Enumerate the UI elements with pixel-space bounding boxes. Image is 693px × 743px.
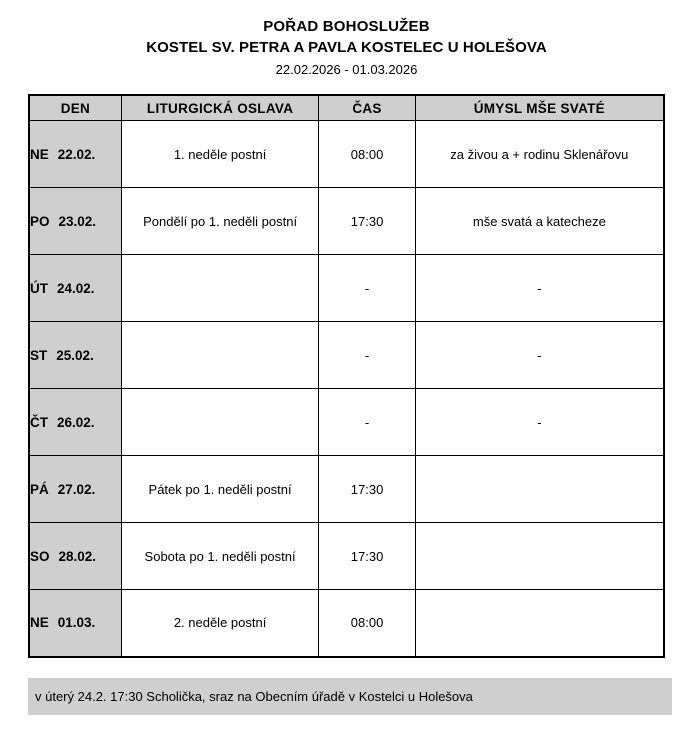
day-of-week: ÚT [30, 280, 48, 296]
cell-day: ÚT 24.02. [28, 254, 122, 322]
table-row: NE 01.03. 2. neděle postní 08:00 [28, 589, 665, 657]
day-date: 25.02. [56, 347, 94, 363]
day-date: 28.02. [58, 548, 97, 564]
cell-intention [414, 455, 665, 523]
cell-day: NE 22.02. [28, 120, 122, 188]
date-range: 22.02.2026 - 01.03.2026 [275, 62, 418, 77]
table-row: ST 25.02. - - [28, 321, 665, 389]
footer-note-text: v úterý 24.2. 17:30 Scholička, sraz na O… [35, 689, 473, 704]
column-header-intention: ÚMYSL MŠE SVATÉ [414, 94, 665, 121]
day-of-week: ČT [30, 414, 48, 430]
cell-time: 17:30 [318, 187, 416, 255]
parish-subtitle: KOSTEL SV. PETRA A PAVLA KOSTELEC U HOLE… [146, 39, 547, 56]
cell-time: 17:30 [318, 522, 416, 590]
cell-liturgy: 1. neděle postní [120, 120, 320, 188]
column-header-time: ČAS [318, 94, 416, 121]
column-header-day: DEN [28, 94, 122, 121]
cell-intention: - [414, 388, 665, 456]
cell-time: 17:30 [318, 455, 416, 523]
cell-liturgy [120, 321, 320, 389]
table-row: PÁ 27.02. Pátek po 1. neděli postní 17:30 [28, 455, 665, 523]
cell-intention: - [414, 254, 665, 322]
cell-time: - [318, 321, 416, 389]
table-body: NE 22.02. 1. neděle postní 08:00 za živou a … [28, 120, 665, 657]
day-date: 23.02. [58, 213, 97, 229]
day-of-week: NE [30, 615, 49, 631]
schedule-table-container: DEN LITURGICKÁ OSLAVA ČAS ÚMYSL MŠE SVAT… [28, 94, 665, 658]
table-header-row: DEN LITURGICKÁ OSLAVA ČAS ÚMYSL MŠE SVAT… [28, 94, 665, 121]
day-date: 01.03. [57, 615, 96, 631]
table-row: PO 23.02. Pondělí po 1. neděli postní 17:30… [28, 187, 665, 255]
table-row: SO 28.02. Sobota po 1. neděli postní 17:30 [28, 522, 665, 590]
cell-liturgy [120, 254, 320, 322]
day-date: 26.02. [57, 414, 95, 430]
cell-day: PÁ 27.02. [28, 455, 122, 523]
cell-time: 08:00 [318, 120, 416, 188]
table-header: DEN LITURGICKÁ OSLAVA ČAS ÚMYSL MŠE SVAT… [28, 94, 665, 121]
cell-liturgy: Sobota po 1. neděli postní [120, 522, 320, 590]
page-title: POŘAD BOHOSLUŽEB [263, 18, 430, 35]
table-row: ČT 26.02. - - [28, 388, 665, 456]
table-row: ÚT 24.02. - - [28, 254, 665, 322]
cell-day: PO 23.02. [28, 187, 122, 255]
cell-intention [414, 522, 665, 590]
day-of-week: PO [30, 213, 50, 229]
day-date: 22.02. [57, 146, 96, 162]
cell-liturgy: Pondělí po 1. neděli postní [120, 187, 320, 255]
document-header: POŘAD BOHOSLUŽEB KOSTEL SV. PETRA A PAVL… [0, 0, 693, 80]
cell-intention: za živou a + rodinu Sklenářovu [414, 120, 665, 188]
cell-liturgy: Pátek po 1. neděli postní [120, 455, 320, 523]
day-of-week: ST [30, 347, 48, 363]
cell-intention: mše svatá a katecheze [414, 187, 665, 255]
cell-day: SO 28.02. [28, 522, 122, 590]
cell-intention [414, 589, 665, 657]
cell-time: - [318, 388, 416, 456]
schedule-table: DEN LITURGICKÁ OSLAVA ČAS ÚMYSL MŠE SVAT… [28, 94, 665, 658]
day-of-week: SO [30, 548, 50, 564]
day-of-week: NE [30, 146, 49, 162]
cell-intention: - [414, 321, 665, 389]
footer-note: v úterý 24.2. 17:30 Scholička, sraz na O… [28, 678, 672, 715]
cell-time: - [318, 254, 416, 322]
cell-day: NE 01.03. [28, 589, 122, 657]
cell-day: ČT 26.02. [28, 388, 122, 456]
cell-time: 08:00 [318, 589, 416, 657]
day-of-week: PÁ [30, 481, 49, 497]
table-row: NE 22.02. 1. neděle postní 08:00 za živou a … [28, 120, 665, 188]
cell-day: ST 25.02. [28, 321, 122, 389]
day-date: 24.02. [57, 280, 95, 296]
cell-liturgy [120, 388, 320, 456]
day-date: 27.02. [57, 481, 96, 497]
cell-liturgy: 2. neděle postní [120, 589, 320, 657]
column-header-liturgy: LITURGICKÁ OSLAVA [120, 94, 320, 121]
